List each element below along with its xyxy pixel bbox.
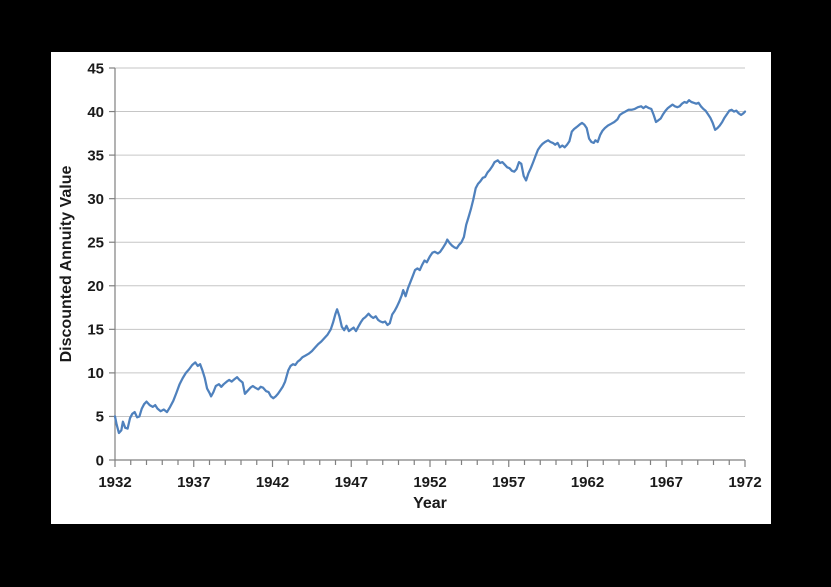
chart-svg: 0 5 10 15 20 25 30 35 40 45 1932 1937 1942 1947 1952 19… <box>58 60 762 512</box>
y-tick-label: 15 <box>87 322 104 339</box>
x-tick-label: 1942 <box>256 474 289 491</box>
chart-area: 0 5 10 15 20 25 30 35 40 45 1932 1937 1942 1947 1952 19… <box>51 52 771 524</box>
y-tick-label: 40 <box>87 104 104 121</box>
y-tick-label: 10 <box>87 365 104 382</box>
y-axis-title: Discounted Annuity Value <box>58 166 75 363</box>
y-tick-label: 0 <box>96 452 104 469</box>
x-tick-label: 1952 <box>413 474 446 491</box>
y-tick-label: 25 <box>87 234 104 251</box>
x-tick-label: 1967 <box>650 474 683 491</box>
x-tick-label: 1957 <box>492 474 525 491</box>
y-tick-label: 45 <box>87 60 104 77</box>
axes <box>109 67 746 467</box>
x-tick-label: 1947 <box>335 474 368 491</box>
x-tick-label: 1937 <box>177 474 210 491</box>
y-tick-label: 30 <box>87 191 104 208</box>
x-axis-title: Year <box>413 495 447 512</box>
x-tick-label: 1972 <box>728 474 761 491</box>
y-tick-label: 20 <box>87 278 104 295</box>
x-tick-label: 1932 <box>98 474 131 491</box>
data-series <box>113 99 747 435</box>
x-tick-label: 1962 <box>571 474 604 491</box>
y-tick-label: 35 <box>87 147 104 164</box>
gridlines <box>115 67 745 417</box>
series-line <box>113 99 747 435</box>
y-tick-label: 5 <box>96 409 104 426</box>
tick-labels: 0 5 10 15 20 25 30 35 40 45 1932 1937 1942 1947 1952 19… <box>87 60 761 491</box>
